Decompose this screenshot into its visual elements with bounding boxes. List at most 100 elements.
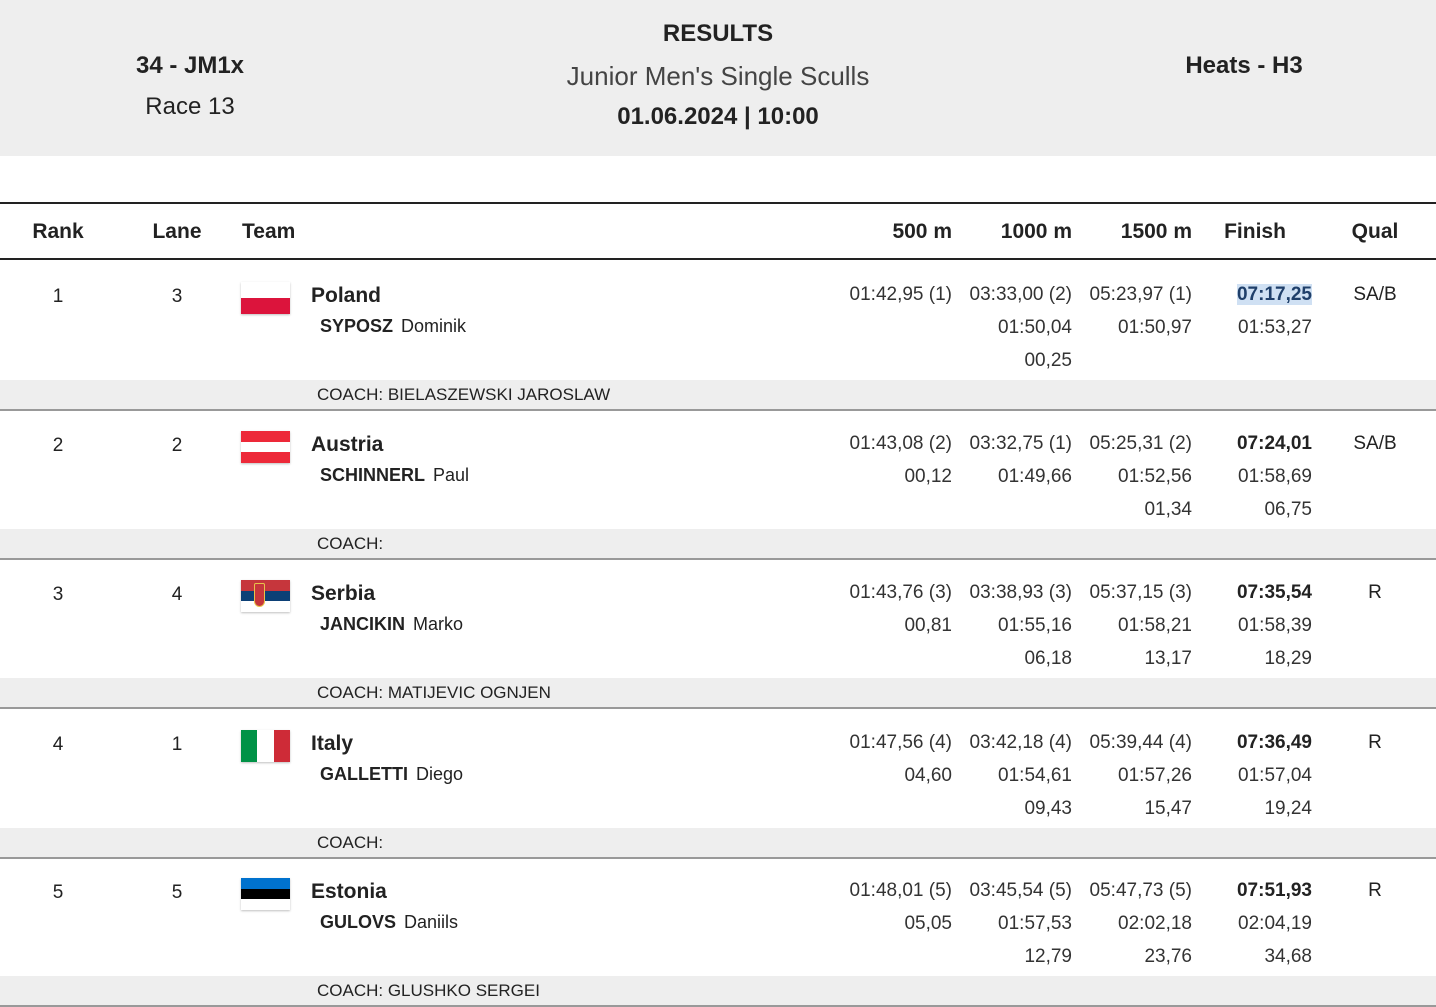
split-500-gap: 00,12 [904,466,952,487]
flag-band [241,590,290,602]
finish-time: 07:51,93 [1190,880,1312,902]
event-code: 34 - JM1x [135,52,245,79]
split-1000-pace: 01:55,16 [998,615,1072,636]
finish-time-value: 07:51,93 [1236,880,1312,901]
split-1000-pace: 01:49,66 [998,466,1072,487]
rower: GULOVS Daniils [320,912,458,933]
split-1000-time: 03:42,18 (4) [969,732,1072,753]
race-phase: Heats - H3 [1185,52,1303,79]
finish-gap: 19,24 [1264,798,1312,819]
col-lane: Lane [152,220,202,243]
page-title: RESULTS [662,20,774,47]
rower-firstname: Diego [416,764,464,784]
finish-pace: 01:53,27 [1238,317,1312,338]
country: Austria [311,433,384,456]
qualification: SA/B [1353,284,1397,305]
split-500-time: 01:43,08 (2) [849,433,952,454]
table-row: 5 5 Estonia GULOVS Daniils 01:48,01 (5) 0… [0,858,1436,1007]
rower: SYPOSZ Dominik [320,316,466,337]
finish-time: 07:36,49 [1190,732,1312,754]
rank: 2 [52,435,64,456]
rank: 5 [52,882,64,903]
col-500m: 500 m [892,220,952,243]
coach-name: COACH: BIELASZEWSKI JAROSLAW [317,385,611,404]
split-1000-gap: 00,25 [1024,350,1072,371]
estonia-flag-icon [241,878,290,910]
flag-band [241,452,290,463]
finish-pace: 02:04,19 [1238,913,1312,934]
rower: SCHINNERL Paul [320,465,469,486]
coach-bar: COACH: [0,828,1436,859]
qualification: SA/B [1353,433,1397,454]
col-finish: Finish [1224,220,1286,243]
split-1500-time: 05:39,44 (4) [1089,732,1192,753]
finish-pace: 01:58,39 [1238,615,1312,636]
split-1500-gap: 13,17 [1144,648,1192,669]
split-1000-time: 03:32,75 (1) [969,433,1072,454]
lane: 4 [171,584,183,605]
split-1000-time: 03:38,93 (3) [969,582,1072,603]
finish-time-value: 07:24,01 [1236,433,1312,454]
rower-surname: GALLETTI [320,764,408,784]
split-1500-time: 05:23,97 (1) [1089,284,1192,305]
split-1500-pace: 01:58,21 [1118,615,1192,636]
country: Estonia [311,880,387,903]
finish-gap: 18,29 [1264,648,1312,669]
split-1500-time: 05:47,73 (5) [1089,880,1192,901]
finish-time-value: 07:17,25 [1236,284,1312,305]
flag-band [241,441,290,453]
qualification: R [1368,880,1382,901]
lane: 1 [171,734,183,755]
country: Italy [311,732,354,755]
coach-name: COACH: [317,833,384,852]
split-500-time: 01:47,56 (4) [849,732,952,753]
split-1500-gap: 23,76 [1144,946,1192,967]
rower-surname: GULOVS [320,912,397,932]
lane: 2 [171,435,183,456]
country: Poland [311,284,382,307]
flag-band [241,282,290,299]
split-1500-pace: 01:57,26 [1118,765,1192,786]
split-500-time: 01:48,01 (5) [849,880,952,901]
race-datetime: 01.06.2024 | 10:00 [617,103,819,130]
table-row: 4 1 Italy GALLETTI Diego 01:47,56 (4) 04,… [0,710,1436,859]
table-row: 1 3 Poland SYPOSZ Dominik 01:42,95 (1) 03… [0,262,1436,411]
poland-flag-icon [241,282,290,314]
col-team: Team [242,220,296,243]
lane: 5 [171,882,183,903]
split-1500-gap: 01,34 [1144,499,1192,520]
qualification: R [1368,582,1382,603]
split-500-gap: 00,81 [904,615,952,636]
split-1000-gap: 09,43 [1024,798,1072,819]
flag-band [241,298,290,314]
rower-firstname: Daniils [404,912,459,932]
split-1000-pace: 01:57,53 [998,913,1072,934]
coach-name: COACH: [317,534,384,553]
finish-pace: 01:57,04 [1238,765,1312,786]
flag-band [241,899,290,910]
coach-bar: COACH: BIELASZEWSKI JAROSLAW [0,380,1436,411]
finish-gap: 06,75 [1264,499,1312,520]
finish-time-value: 07:36,49 [1236,732,1312,753]
flag-band [241,580,290,591]
split-500-gap: 05,05 [904,913,952,934]
rower-firstname: Marko [413,614,464,634]
col-1000m: 1000 m [1000,220,1072,243]
results-header: 34 - JM1x Race 13 RESULTS Junior Men's S… [0,0,1436,156]
rank: 1 [52,286,64,307]
rower-surname: SCHINNERL [320,465,426,485]
table-header: Rank Lane Team 500 m 1000 m 1500 m Finis… [0,202,1436,260]
rower: GALLETTI Diego [320,764,463,785]
coach-name: COACH: MATIJEVIC OGNJEN [317,683,551,702]
rower-surname: SYPOSZ [320,316,394,336]
rank: 3 [52,584,64,605]
split-500-gap: 04,60 [904,765,952,786]
qualification: R [1368,732,1382,753]
rower-firstname: Dominik [401,316,467,336]
split-1500-pace: 01:52,56 [1118,466,1192,487]
flag-band [241,888,290,900]
split-1500-time: 05:25,31 (2) [1089,433,1192,454]
split-500-time: 01:43,76 (3) [849,582,952,603]
flag-band [241,601,290,612]
flag-band [273,730,290,762]
